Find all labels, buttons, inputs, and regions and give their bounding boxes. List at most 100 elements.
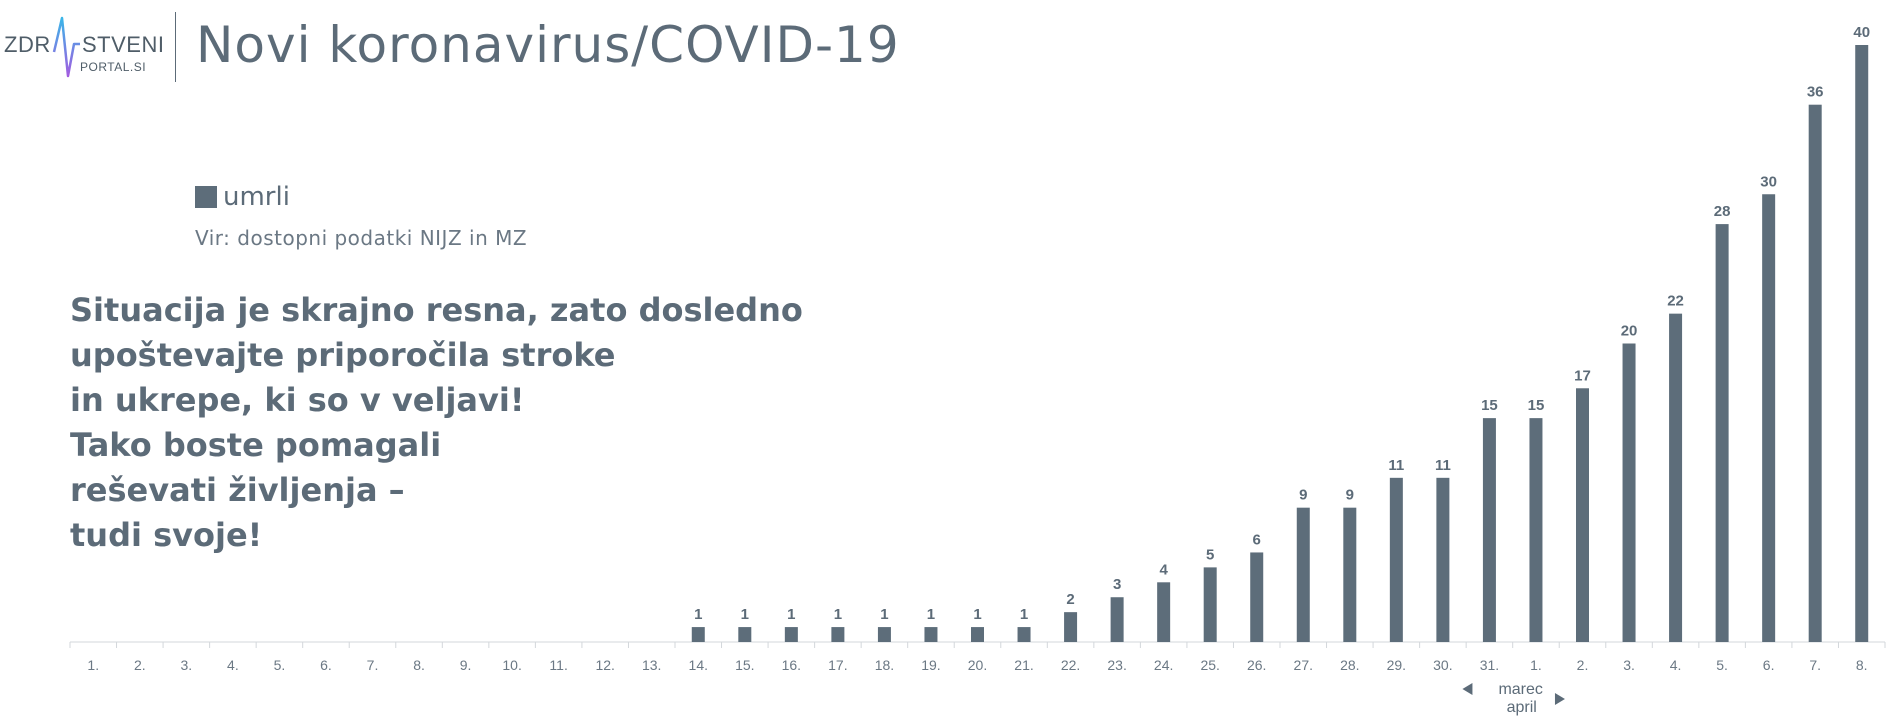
data-label: 11 — [1388, 457, 1404, 474]
data-label: 3 — [1113, 576, 1121, 593]
x-tick-label: 6. — [1763, 657, 1775, 673]
bar — [784, 627, 798, 642]
data-label: 5 — [1206, 546, 1214, 563]
message-line: reševati življenja – — [70, 471, 405, 509]
x-tick-label: 8. — [1856, 657, 1868, 673]
data-label: 15 — [1528, 397, 1545, 414]
logo-text-right: STVENI — [82, 32, 165, 57]
x-tick-label: 24. — [1154, 657, 1173, 673]
x-tick-label: 20. — [968, 657, 987, 673]
title-separator: / — [631, 16, 650, 74]
bar — [877, 627, 891, 642]
x-tick-label: 30. — [1433, 657, 1452, 673]
data-label: 40 — [1853, 24, 1870, 41]
bar — [1064, 612, 1078, 642]
legend-label: umrli — [223, 182, 290, 212]
left-arrow-icon — [1462, 683, 1473, 695]
x-tick-label: 12. — [595, 657, 614, 673]
bar — [1110, 597, 1124, 642]
x-tick-label: 7. — [367, 657, 379, 673]
month-label-march: marec — [1498, 681, 1542, 698]
x-tick-label: 19. — [921, 657, 940, 673]
month-label-april: april — [1507, 699, 1537, 716]
x-tick-label: 9. — [460, 657, 472, 673]
warning-message: Situacija je skrajno resna, zato dosledn… — [70, 288, 803, 558]
x-tick-label: 27. — [1294, 657, 1313, 673]
x-tick-label: 4. — [227, 657, 239, 673]
bar — [924, 627, 938, 642]
bar — [1250, 552, 1264, 642]
bar — [1157, 582, 1171, 642]
x-tick-label: 7. — [1809, 657, 1821, 673]
x-tick-label: 3. — [181, 657, 193, 673]
data-label: 1 — [1020, 606, 1028, 623]
message-line: in ukrepe, ki so v veljavi! — [70, 381, 525, 419]
logo-divider — [175, 12, 176, 82]
data-label: 36 — [1807, 84, 1824, 101]
x-tick-label: 6. — [320, 657, 332, 673]
title-suffix: COVID-19 — [649, 16, 900, 74]
x-tick-label: 2. — [134, 657, 146, 673]
data-label: 1 — [973, 606, 981, 623]
x-tick-label: 22. — [1061, 657, 1080, 673]
data-label: 2 — [1066, 591, 1074, 608]
x-tick-label: 5. — [274, 657, 286, 673]
chart-legend: umrli — [195, 182, 290, 212]
data-label: 1 — [834, 606, 842, 623]
data-label: 9 — [1299, 487, 1307, 504]
bar — [831, 627, 845, 642]
x-tick-label: 10. — [502, 657, 521, 673]
x-tick-label: 26. — [1247, 657, 1266, 673]
logo-text-left: ZDR — [4, 32, 51, 57]
x-tick-label: 1. — [87, 657, 99, 673]
data-label: 6 — [1253, 531, 1261, 548]
x-tick-label: 11. — [549, 657, 567, 673]
bar — [1203, 567, 1217, 642]
data-label: 20 — [1621, 323, 1638, 340]
data-label: 4 — [1159, 561, 1168, 578]
x-tick-label: 4. — [1670, 657, 1682, 673]
data-label: 17 — [1574, 367, 1591, 384]
logo: ZDR STVENI PORTAL.SI — [2, 12, 174, 82]
x-tick-label: 2. — [1577, 657, 1589, 673]
bar — [1808, 104, 1822, 642]
x-tick-label: 5. — [1716, 657, 1728, 673]
x-tick-label: 16. — [782, 657, 801, 673]
message-line: tudi svoje! — [70, 516, 263, 554]
x-tick-label: 8. — [413, 657, 425, 673]
message-line: Tako boste pomagali — [70, 426, 442, 464]
x-tick-label: 28. — [1340, 657, 1359, 673]
bar — [738, 627, 752, 642]
bar — [1715, 224, 1729, 642]
x-tick-label: 21. — [1014, 657, 1033, 673]
logo-subtext: PORTAL.SI — [80, 60, 147, 74]
bar — [1436, 477, 1450, 642]
x-tick-label: 14. — [689, 657, 708, 673]
page-title: Novi koronavirus/COVID-19 — [196, 16, 900, 74]
data-label: 30 — [1760, 173, 1777, 190]
x-tick-label: 23. — [1107, 657, 1126, 673]
bar — [1762, 194, 1776, 642]
data-label: 22 — [1667, 293, 1684, 310]
x-tick-label: 15. — [735, 657, 754, 673]
message-line: upoštevajte priporočila stroke — [70, 336, 616, 374]
bar — [1529, 418, 1543, 642]
title-main: Novi koronavirus — [196, 16, 632, 74]
data-label: 1 — [741, 606, 749, 623]
bar — [1296, 507, 1310, 642]
x-tick-label: 31. — [1480, 657, 1499, 673]
x-tick-label: 18. — [875, 657, 894, 673]
data-label: 9 — [1346, 487, 1354, 504]
legend-swatch — [195, 186, 217, 208]
x-tick-label: 25. — [1200, 657, 1219, 673]
bar — [1669, 313, 1683, 642]
x-tick-label: 29. — [1387, 657, 1406, 673]
bar — [691, 627, 705, 642]
right-arrow-icon — [1554, 693, 1565, 705]
source-note: Vir: dostopni podatki NIJZ in MZ — [195, 226, 528, 250]
data-label: 28 — [1714, 203, 1731, 220]
data-label: 11 — [1435, 457, 1451, 474]
message-line: Situacija je skrajno resna, zato dosledn… — [70, 291, 803, 329]
bar — [1576, 388, 1589, 642]
